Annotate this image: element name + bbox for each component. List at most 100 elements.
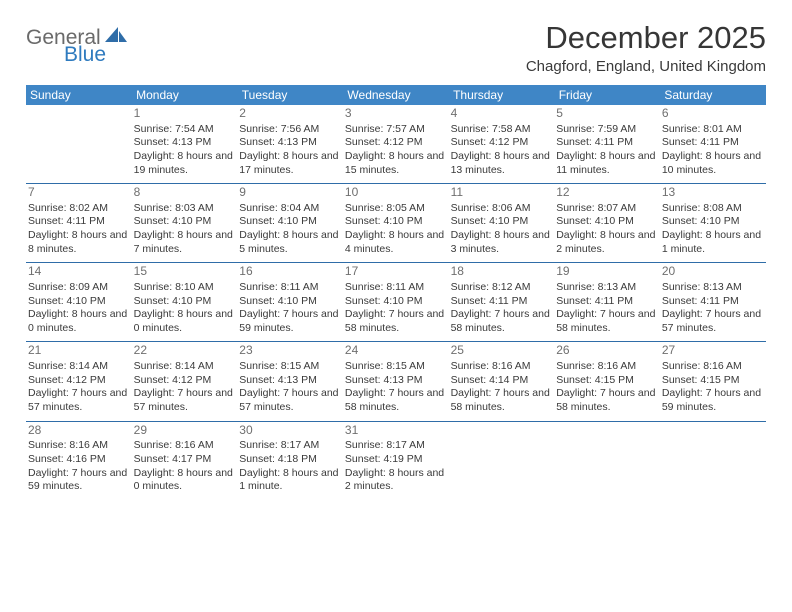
day-number: 25 — [451, 342, 551, 360]
day-number: 14 — [28, 263, 128, 281]
day-cell: 2Sunrise: 7:56 AMSunset: 4:13 PMDaylight… — [237, 105, 343, 184]
sunset-text: Sunset: 4:11 PM — [28, 215, 128, 229]
sunrise-text: Sunrise: 8:14 AM — [134, 360, 234, 374]
day-cell: 9Sunrise: 8:04 AMSunset: 4:10 PMDaylight… — [237, 184, 343, 263]
logo-word2: Blue — [64, 44, 106, 65]
day-number: 11 — [451, 184, 551, 202]
calendar-week-row: 21 Sunrise: 8:14 AM Sunset: 4:12 PM Dayligh… — [26, 342, 766, 421]
sunset-text: Sunset: 4:12 PM — [28, 374, 128, 388]
sunrise-text: Sunrise: 8:17 AM — [345, 439, 445, 453]
day-number: 24 — [345, 342, 445, 360]
sunset-text: Sunset: 4:11 PM — [662, 295, 762, 309]
day-number: 9 — [239, 184, 339, 202]
day-number: 7 — [28, 184, 128, 202]
sunset-text: Sunset: 4:18 PM — [239, 453, 339, 467]
daylight-text: Daylight: 7 hours and 57 minutes. — [239, 387, 339, 414]
day-number: 29 — [134, 422, 234, 440]
sunrise-text: Sunrise: 8:15 AM — [345, 360, 445, 374]
calendar-week-row: 7Sunrise: 8:02 AMSunset: 4:11 PMDaylight… — [26, 184, 766, 263]
calendar-page: General Blue December 2025 Chagford, Eng… — [0, 0, 792, 500]
day-number: 19 — [556, 263, 656, 281]
sunset-text: Sunset: 4:10 PM — [556, 215, 656, 229]
day-cell: 18Sunrise: 8:12 AMSunset: 4:11 PMDayligh… — [449, 263, 555, 342]
sunset-text: Sunset: 4:13 PM — [239, 136, 339, 150]
day-cell: 21Sunrise: 8:14 AMSunset: 4:12 PMDayligh… — [26, 342, 132, 421]
day-cell: 5Sunrise: 7:59 AMSunset: 4:11 PMDaylight… — [554, 105, 660, 184]
daylight-text: Daylight: 8 hours and 17 minutes. — [239, 150, 339, 177]
day-of-week-row: Sunday Monday Tuesday Wednesday Thursday… — [26, 85, 766, 105]
day-cell: 1Sunrise: 7:54 AMSunset: 4:13 PMDaylight… — [132, 105, 238, 184]
sunrise-text: Sunrise: 8:05 AM — [345, 202, 445, 216]
sunrise-text: Sunrise: 8:10 AM — [134, 281, 234, 295]
day-cell — [449, 422, 555, 500]
sunset-text: Sunset: 4:10 PM — [345, 215, 445, 229]
day-number: 27 — [662, 342, 762, 360]
sunrise-text: Sunrise: 8:13 AM — [556, 281, 656, 295]
title-block: December 2025 Chagford, England, United … — [526, 20, 766, 75]
daylight-text: Daylight: 7 hours and 59 minutes. — [28, 467, 128, 494]
day-number: 6 — [662, 105, 762, 123]
sunset-text: Sunset: 4:10 PM — [345, 295, 445, 309]
calendar-week-row: 1Sunrise: 7:54 AMSunset: 4:13 PMDaylight… — [26, 105, 766, 184]
sunrise-text: Sunrise: 8:03 AM — [134, 202, 234, 216]
sunset-text: Sunset: 4:11 PM — [556, 295, 656, 309]
sunset-text: Sunset: 4:11 PM — [662, 136, 762, 150]
day-cell: 8Sunrise: 8:03 AMSunset: 4:10 PMDaylight… — [132, 184, 238, 263]
sunset-text: Sunset: 4:10 PM — [28, 295, 128, 309]
day-number: 8 — [134, 184, 234, 202]
calendar-week-row: 28Sunrise: 8:16 AMSunset: 4:16 PMDayligh… — [26, 422, 766, 500]
day-number: 10 — [345, 184, 445, 202]
sunset-text: Sunset: 4:13 PM — [345, 374, 445, 388]
day-cell: 16Sunrise: 8:11 AMSunset: 4:10 PMDayligh… — [237, 263, 343, 342]
day-number: 13 — [662, 184, 762, 202]
sunset-text: Sunset: 4:10 PM — [239, 295, 339, 309]
day-number: 21 — [28, 342, 128, 360]
calendar-week-row: 14Sunrise: 8:09 AMSunset: 4:10 PMDayligh… — [26, 263, 766, 342]
sunset-text: Sunset: 4:10 PM — [134, 295, 234, 309]
sunset-text: Sunset: 4:13 PM — [239, 374, 339, 388]
sunrise-text: Sunrise: 8:16 AM — [556, 360, 656, 374]
day-cell: 19Sunrise: 8:13 AMSunset: 4:11 PMDayligh… — [554, 263, 660, 342]
sunrise-text: Sunrise: 8:08 AM — [662, 202, 762, 216]
day-number: 18 — [451, 263, 551, 281]
sunrise-text: Sunrise: 8:06 AM — [451, 202, 551, 216]
sunrise-text: Sunrise: 7:58 AM — [451, 123, 551, 137]
day-cell: 31Sunrise: 8:17 AMSunset: 4:19 PMDayligh… — [343, 422, 449, 500]
day-number: 28 — [28, 422, 128, 440]
logo-sail-icon — [105, 26, 127, 46]
day-number: 30 — [239, 422, 339, 440]
sunrise-text: Sunrise: 8:04 AM — [239, 202, 339, 216]
daylight-text: Daylight: 8 hours and 15 minutes. — [345, 150, 445, 177]
sunrise-text: Sunrise: 8:16 AM — [662, 360, 762, 374]
day-number: 16 — [239, 263, 339, 281]
day-cell: 24Sunrise: 8:15 AMSunset: 4:13 PMDayligh… — [343, 342, 449, 421]
daylight-text: Daylight: 8 hours and 1 minute. — [662, 229, 762, 256]
daylight-text: Daylight: 8 hours and 2 minutes. — [345, 467, 445, 494]
day-number: 2 — [239, 105, 339, 123]
day-number: 23 — [239, 342, 339, 360]
day-cell — [26, 105, 132, 184]
sunset-text: Sunset: 4:13 PM — [134, 136, 234, 150]
dow-header: Sunday — [26, 85, 132, 105]
day-cell — [660, 422, 766, 500]
daylight-text: Daylight: 8 hours and 10 minutes. — [662, 150, 762, 177]
day-cell: 11Sunrise: 8:06 AMSunset: 4:10 PMDayligh… — [449, 184, 555, 263]
dow-header: Tuesday — [237, 85, 343, 105]
day-number: 20 — [662, 263, 762, 281]
sunrise-text: Sunrise: 8:16 AM — [134, 439, 234, 453]
day-cell: 10Sunrise: 8:05 AMSunset: 4:10 PMDayligh… — [343, 184, 449, 263]
sunrise-text: Sunrise: 8:17 AM — [239, 439, 339, 453]
day-number: 3 — [345, 105, 445, 123]
daylight-text: Daylight: 8 hours and 5 minutes. — [239, 229, 339, 256]
sunrise-text: Sunrise: 8:01 AM — [662, 123, 762, 137]
sunset-text: Sunset: 4:11 PM — [556, 136, 656, 150]
sunset-text: Sunset: 4:10 PM — [239, 215, 339, 229]
sunrise-text: Sunrise: 8:09 AM — [28, 281, 128, 295]
daylight-text: Daylight: 8 hours and 7 minutes. — [134, 229, 234, 256]
sunrise-text: Sunrise: 8:11 AM — [239, 281, 339, 295]
dow-header: Saturday — [660, 85, 766, 105]
sunset-text: Sunset: 4:10 PM — [662, 215, 762, 229]
location-text: Chagford, England, United Kingdom — [526, 58, 766, 75]
day-cell: 6Sunrise: 8:01 AMSunset: 4:11 PMDaylight… — [660, 105, 766, 184]
logo: General Blue — [26, 20, 127, 65]
